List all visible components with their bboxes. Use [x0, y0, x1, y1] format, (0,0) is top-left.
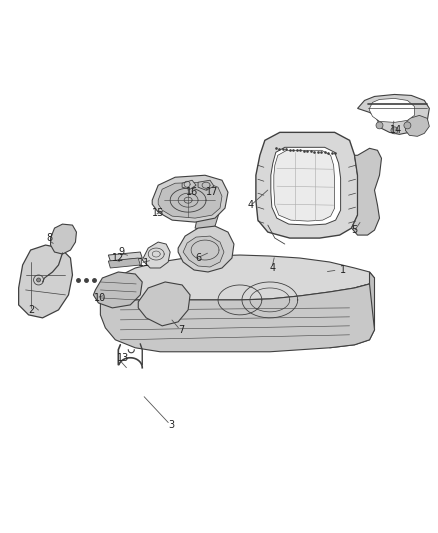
Text: 14: 14: [389, 125, 402, 135]
Text: 2: 2: [28, 305, 35, 315]
Polygon shape: [100, 255, 374, 300]
Polygon shape: [100, 284, 374, 352]
Polygon shape: [352, 148, 381, 235]
Polygon shape: [330, 272, 374, 348]
Polygon shape: [142, 242, 170, 268]
Polygon shape: [195, 195, 220, 230]
Polygon shape: [256, 132, 357, 238]
Polygon shape: [108, 252, 142, 261]
Polygon shape: [274, 150, 335, 221]
Circle shape: [37, 278, 41, 282]
Polygon shape: [93, 272, 142, 308]
Text: 10: 10: [95, 293, 106, 303]
Text: 3: 3: [168, 419, 174, 430]
Text: 15: 15: [152, 208, 165, 218]
Polygon shape: [50, 224, 77, 254]
Polygon shape: [357, 94, 429, 134]
Text: 4: 4: [248, 200, 254, 210]
Circle shape: [404, 122, 411, 129]
Polygon shape: [108, 258, 140, 268]
Polygon shape: [138, 282, 190, 326]
Text: 9: 9: [118, 247, 124, 257]
Polygon shape: [370, 99, 414, 123]
Polygon shape: [271, 147, 341, 225]
Polygon shape: [152, 175, 228, 222]
Polygon shape: [406, 116, 429, 136]
Text: 6: 6: [195, 253, 201, 263]
Polygon shape: [178, 226, 234, 272]
Text: 13: 13: [117, 353, 130, 363]
Text: 8: 8: [46, 233, 53, 243]
Text: 17: 17: [206, 187, 219, 197]
Polygon shape: [198, 180, 214, 190]
Polygon shape: [19, 245, 72, 318]
Text: 12: 12: [112, 253, 125, 263]
Polygon shape: [183, 236, 224, 267]
Text: 7: 7: [178, 325, 184, 335]
Text: 16: 16: [186, 187, 198, 197]
Text: 4: 4: [270, 263, 276, 273]
Polygon shape: [158, 182, 222, 218]
Circle shape: [376, 122, 383, 129]
Text: 11: 11: [138, 258, 151, 268]
Text: 5: 5: [352, 225, 358, 235]
Polygon shape: [182, 180, 196, 189]
Circle shape: [391, 127, 398, 134]
Text: 1: 1: [339, 265, 346, 275]
